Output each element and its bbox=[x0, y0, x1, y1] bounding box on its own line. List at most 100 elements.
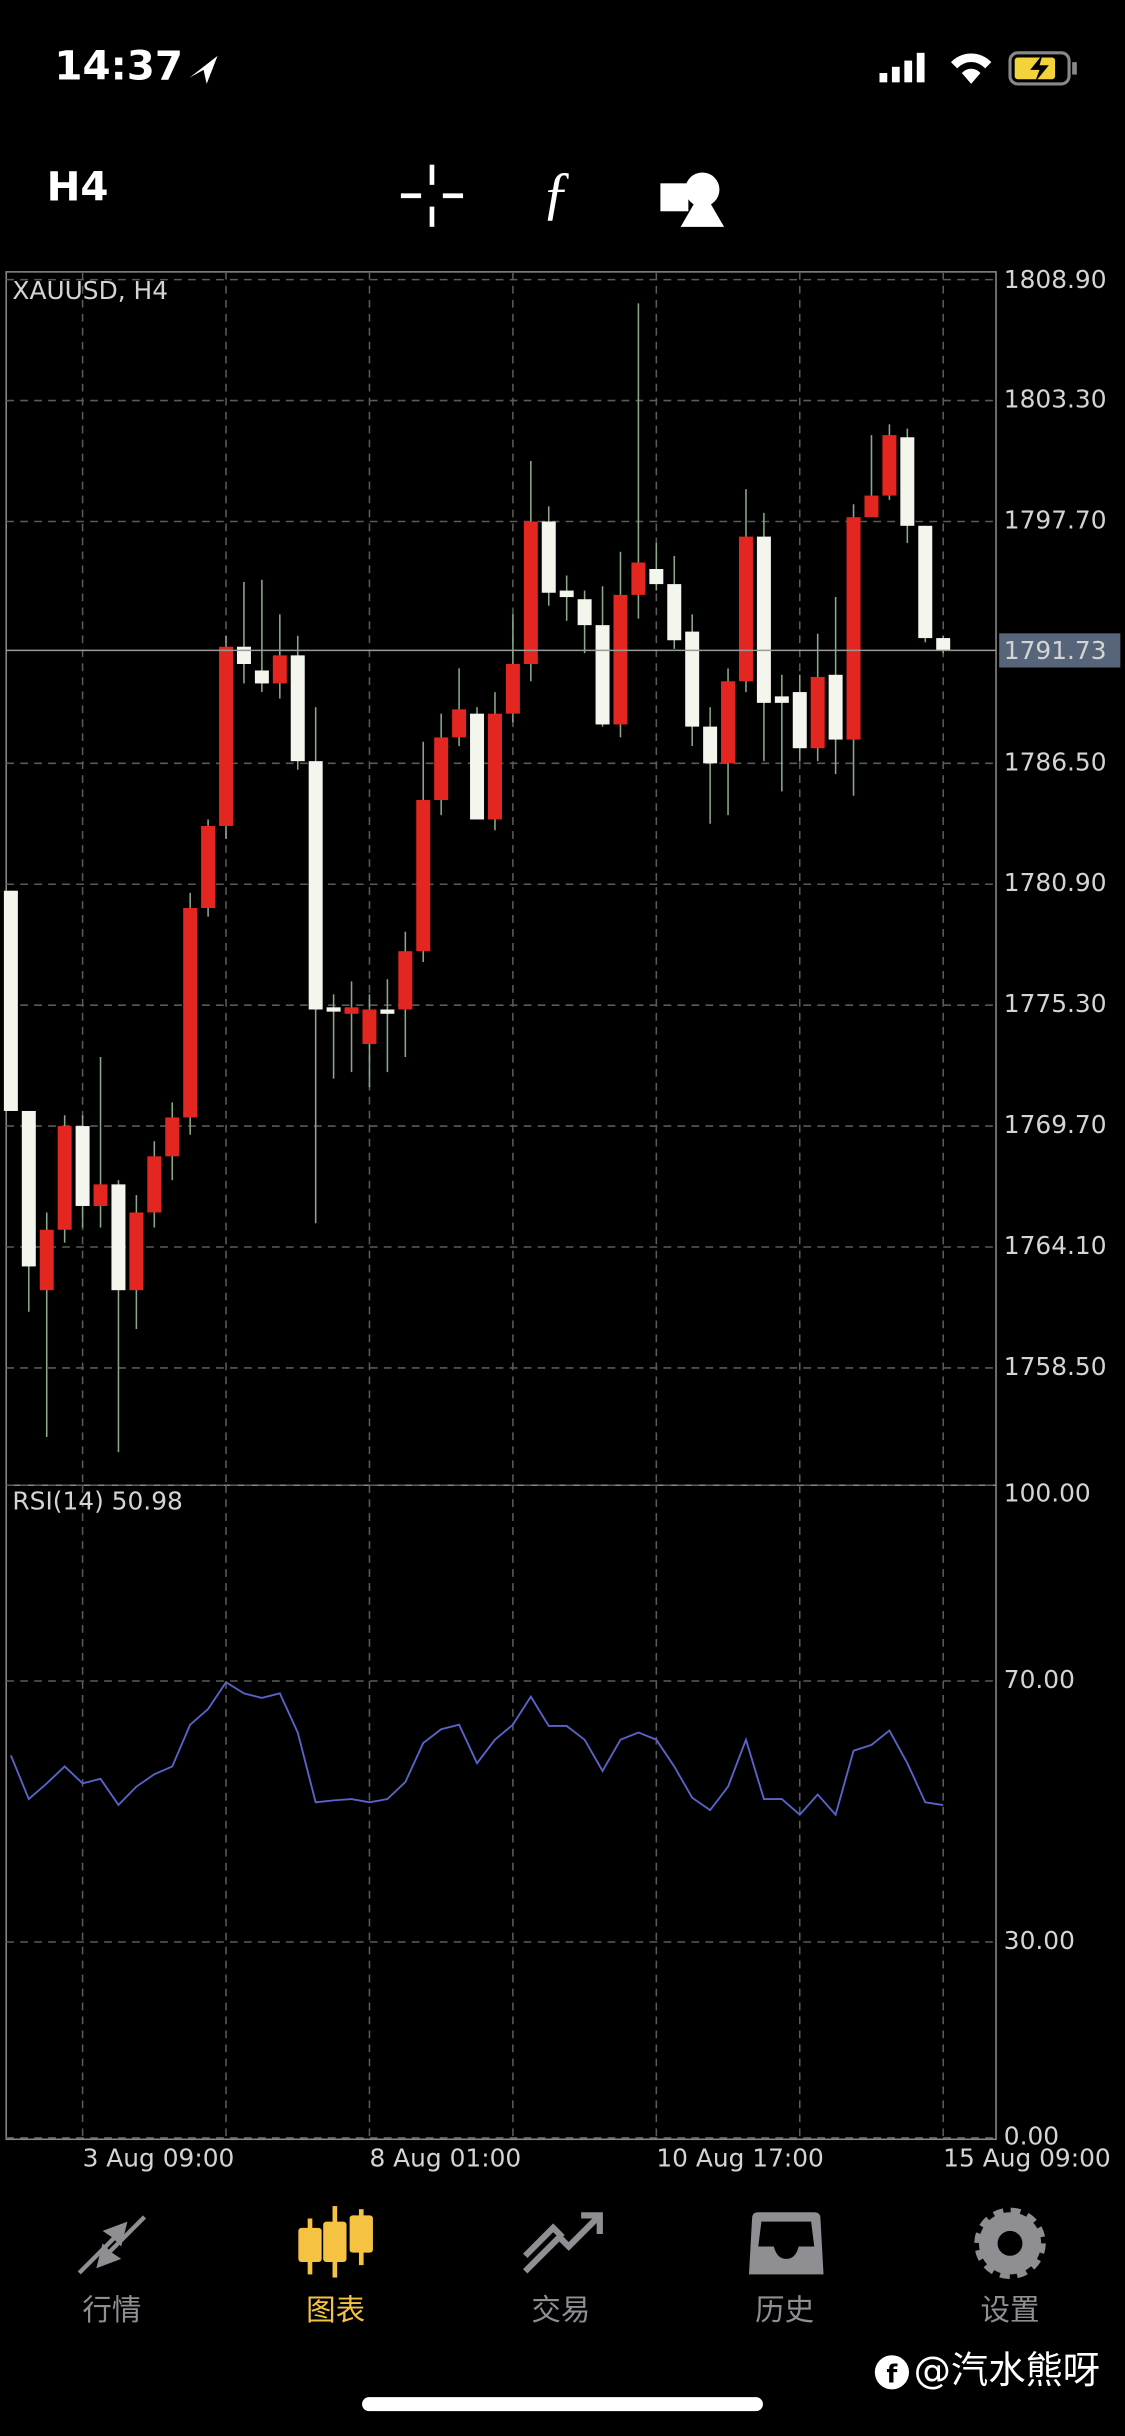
candle-body bbox=[685, 631, 700, 727]
candle-body bbox=[183, 907, 198, 1118]
candle-body bbox=[57, 1126, 72, 1230]
y-tick-label: 1780.90 bbox=[1004, 868, 1107, 897]
candle-body bbox=[613, 594, 628, 725]
candle-body bbox=[523, 521, 538, 664]
indicators-button[interactable]: ƒ bbox=[542, 159, 572, 225]
battery-icon bbox=[1008, 51, 1071, 86]
home-indicator bbox=[362, 2397, 763, 2412]
candle-body bbox=[452, 709, 467, 738]
panel-title: XAUUSD, H4 bbox=[12, 276, 168, 305]
candle-body bbox=[236, 646, 251, 664]
current-price-label: 1791.73 bbox=[1004, 636, 1107, 665]
candle-body bbox=[416, 800, 431, 952]
candle-body bbox=[631, 562, 646, 595]
candle-body bbox=[398, 951, 413, 1010]
y-tick-label: 30.00 bbox=[1004, 1926, 1075, 1955]
watermark-logo bbox=[874, 2355, 910, 2390]
quotes-icon bbox=[77, 2215, 147, 2275]
settings-icon bbox=[974, 2207, 1046, 2280]
y-tick-label: 1758.50 bbox=[1004, 1352, 1107, 1381]
y-tick-label: 1797.70 bbox=[1004, 505, 1107, 534]
clock: 14:37 bbox=[54, 42, 183, 89]
candle-body bbox=[649, 568, 664, 585]
location-icon bbox=[189, 55, 218, 84]
x-tick-label: 15 Aug 09:00 bbox=[943, 2143, 1111, 2172]
tab-label[interactable]: 设置 bbox=[980, 2293, 1039, 2327]
candle-body bbox=[111, 1184, 126, 1291]
y-tick-label: 70.00 bbox=[1004, 1665, 1075, 1694]
candle-body bbox=[75, 1126, 90, 1206]
candle-body bbox=[362, 1009, 377, 1045]
candle-body bbox=[721, 681, 736, 764]
charging-icon bbox=[1030, 54, 1049, 83]
candle-body bbox=[21, 1110, 36, 1267]
battery-tip bbox=[1072, 62, 1077, 75]
candle-body bbox=[774, 696, 789, 703]
current-price-box bbox=[999, 633, 1121, 668]
x-tick-label: 3 Aug 09:00 bbox=[83, 2143, 235, 2172]
candle-body bbox=[487, 713, 502, 820]
candle-body bbox=[846, 517, 861, 740]
candle-body bbox=[738, 536, 753, 682]
candle-body bbox=[290, 655, 305, 762]
candle-body bbox=[3, 890, 18, 1111]
candle-body bbox=[272, 655, 287, 684]
y-tick-label: 1764.10 bbox=[1004, 1231, 1107, 1260]
candle-body bbox=[308, 761, 323, 1010]
candle-body bbox=[756, 536, 771, 703]
candle-body bbox=[201, 825, 216, 908]
x-tick-label: 10 Aug 17:00 bbox=[656, 2143, 824, 2172]
candle-body bbox=[129, 1212, 144, 1291]
candle-body bbox=[541, 521, 556, 593]
tab-label[interactable]: 图表 bbox=[306, 2293, 365, 2327]
signal-icon bbox=[879, 52, 925, 83]
tab-label[interactable]: 交易 bbox=[531, 2293, 590, 2327]
chart-frame bbox=[5, 271, 997, 2141]
rsi-line bbox=[10, 1681, 944, 1817]
tab-label[interactable]: 历史 bbox=[755, 2293, 814, 2327]
candle-body bbox=[165, 1117, 180, 1157]
watermark: @汽水熊呀 bbox=[914, 2348, 1100, 2392]
y-tick-label: 100.00 bbox=[1004, 1479, 1091, 1508]
candle-body bbox=[900, 437, 915, 526]
candle-body bbox=[380, 1009, 395, 1014]
y-tick-label: 1803.30 bbox=[1004, 385, 1107, 414]
candle-body bbox=[505, 663, 520, 714]
watermark-logo-letter: f bbox=[887, 2359, 899, 2388]
crosshair-button[interactable] bbox=[400, 164, 464, 227]
wifi-icon bbox=[950, 53, 992, 84]
candle-body bbox=[577, 599, 592, 626]
candle-body bbox=[39, 1229, 54, 1291]
candle-body bbox=[326, 1007, 341, 1012]
candle-body bbox=[559, 590, 574, 598]
tab-bar: 行情 图表 交易 历史 设置 bbox=[77, 2206, 1046, 2327]
y-tick-label: 1786.50 bbox=[1004, 747, 1107, 776]
timeframe-button[interactable]: H4 bbox=[47, 164, 109, 211]
candle-body bbox=[864, 495, 879, 518]
y-tick-label: 1775.30 bbox=[1004, 989, 1107, 1018]
candle-body bbox=[434, 737, 449, 801]
trade-icon bbox=[523, 2212, 603, 2274]
objects-button[interactable] bbox=[660, 172, 725, 227]
panel-title: RSI(14) 50.98 bbox=[12, 1486, 182, 1515]
candle-body bbox=[792, 692, 807, 749]
candle-body bbox=[936, 638, 951, 651]
tab-label[interactable]: 行情 bbox=[82, 2293, 141, 2327]
candle-body bbox=[254, 670, 269, 684]
candle-body bbox=[828, 674, 843, 740]
candle-body bbox=[703, 726, 718, 764]
y-tick-label: 0.00 bbox=[1004, 2122, 1059, 2151]
candle-body bbox=[918, 525, 933, 639]
x-tick-label: 8 Aug 01:00 bbox=[369, 2143, 521, 2172]
plot-area: 1808.90 1803.30 1797.70 1786.50 1780.90 1775.… bbox=[3, 265, 1121, 2172]
candle-body bbox=[595, 625, 610, 725]
candle-body bbox=[882, 435, 897, 496]
candle-body bbox=[667, 584, 682, 641]
candle-body bbox=[470, 713, 485, 820]
candle-body bbox=[147, 1156, 162, 1213]
candle-body bbox=[219, 646, 234, 826]
candle-body bbox=[344, 1007, 359, 1014]
